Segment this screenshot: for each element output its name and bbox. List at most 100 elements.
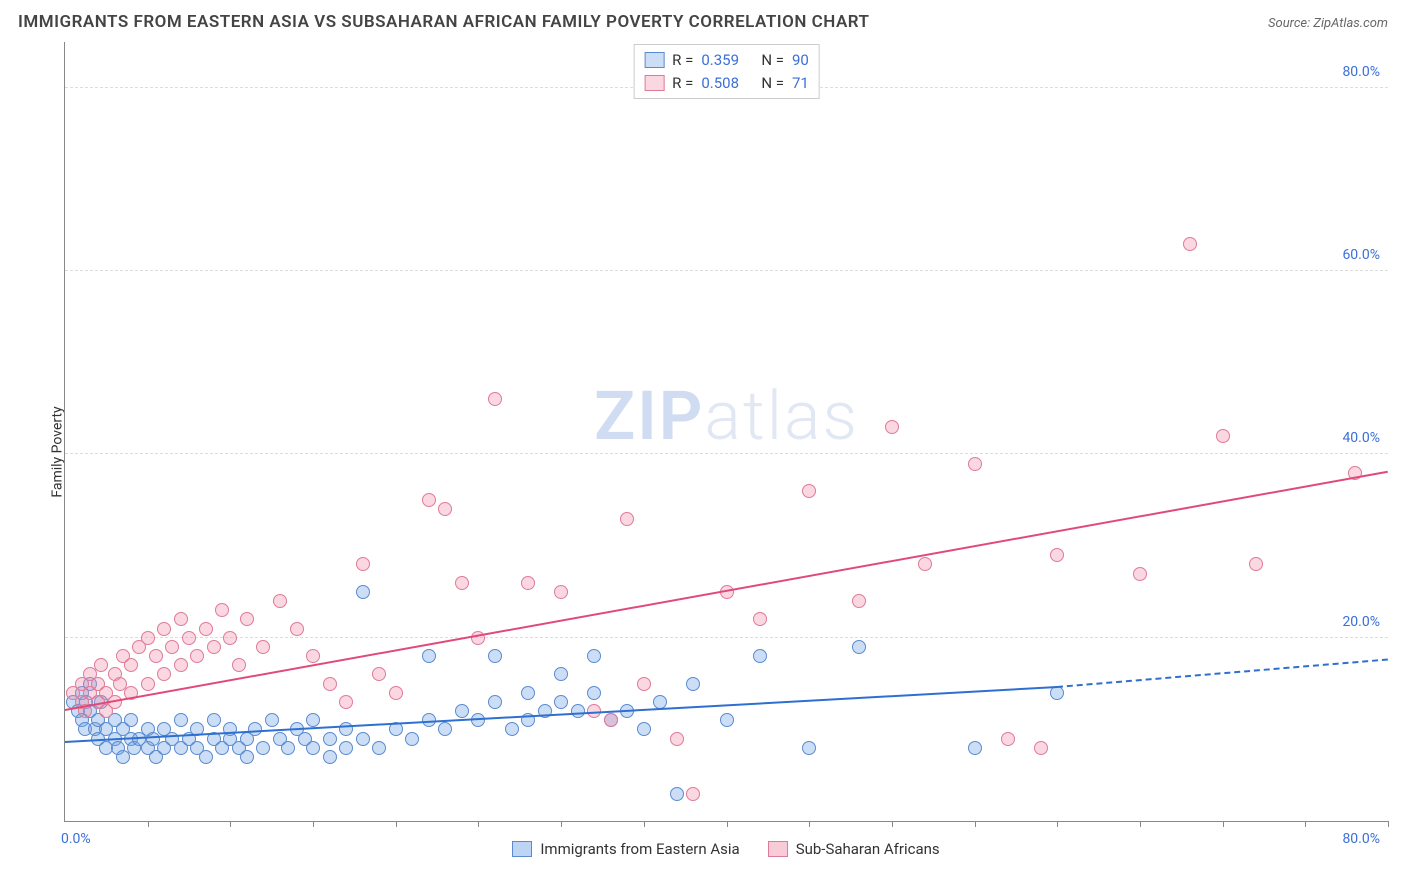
scatter-point bbox=[637, 722, 651, 736]
scatter-point bbox=[1249, 557, 1263, 571]
chart-source: Source: ZipAtlas.com bbox=[1268, 16, 1388, 31]
scatter-point bbox=[273, 594, 287, 608]
legend-r-label: R = bbox=[672, 49, 693, 72]
scatter-point bbox=[223, 722, 237, 736]
scatter-point bbox=[306, 713, 320, 727]
scatter-point bbox=[1050, 548, 1064, 562]
series-legend-item: Immigrants from Eastern Asia bbox=[512, 840, 739, 858]
scatter-point bbox=[968, 741, 982, 755]
chart-header: IMMIGRANTS FROM EASTERN ASIA VS SUBSAHAR… bbox=[0, 0, 1406, 38]
series-legend-item: Sub-Saharan Africans bbox=[768, 840, 940, 858]
scatter-point bbox=[1034, 741, 1048, 755]
scatter-point bbox=[149, 649, 163, 663]
x-tick-mark bbox=[1223, 821, 1224, 827]
x-tick-mark bbox=[478, 821, 479, 827]
scatter-point bbox=[323, 750, 337, 764]
y-tick-label: 80.0% bbox=[1342, 64, 1380, 80]
x-tick-mark bbox=[975, 821, 976, 827]
scatter-point bbox=[852, 640, 866, 654]
scatter-point bbox=[455, 576, 469, 590]
scatter-point bbox=[802, 484, 816, 498]
x-tick-mark bbox=[1305, 821, 1306, 827]
scatter-point bbox=[670, 787, 684, 801]
scatter-point bbox=[571, 704, 585, 718]
x-tick-mark bbox=[644, 821, 645, 827]
scatter-point bbox=[207, 713, 221, 727]
scatter-point bbox=[240, 750, 254, 764]
gridline bbox=[65, 270, 1388, 271]
scatter-point bbox=[488, 695, 502, 709]
plot-area: ZIPatlas R =0.359N =90R =0.508N =71 20.0… bbox=[64, 42, 1388, 822]
scatter-point bbox=[223, 631, 237, 645]
scatter-point bbox=[199, 750, 213, 764]
legend-n-label: N = bbox=[761, 49, 784, 72]
scatter-point bbox=[306, 649, 320, 663]
scatter-point bbox=[141, 631, 155, 645]
scatter-point bbox=[438, 722, 452, 736]
x-tick-mark bbox=[809, 821, 810, 827]
scatter-point bbox=[256, 640, 270, 654]
scatter-point bbox=[505, 722, 519, 736]
scatter-point bbox=[885, 420, 899, 434]
scatter-point bbox=[190, 649, 204, 663]
scatter-point bbox=[356, 732, 370, 746]
scatter-point bbox=[215, 603, 229, 617]
x-tick-mark bbox=[148, 821, 149, 827]
scatter-point bbox=[94, 658, 108, 672]
legend-n-value: 71 bbox=[792, 72, 809, 95]
correlation-legend-row: R =0.508N =71 bbox=[644, 72, 809, 95]
correlation-legend-row: R =0.359N =90 bbox=[644, 49, 809, 72]
scatter-point bbox=[240, 612, 254, 626]
scatter-point bbox=[604, 713, 618, 727]
scatter-point bbox=[174, 713, 188, 727]
scatter-point bbox=[356, 557, 370, 571]
scatter-point bbox=[670, 732, 684, 746]
legend-r-value: 0.359 bbox=[701, 49, 753, 72]
y-tick-label: 20.0% bbox=[1342, 614, 1380, 630]
scatter-point bbox=[720, 713, 734, 727]
x-tick-mark bbox=[396, 821, 397, 827]
scatter-point bbox=[587, 649, 601, 663]
series-legend-label: Immigrants from Eastern Asia bbox=[540, 840, 739, 858]
gridline bbox=[65, 637, 1388, 638]
x-tick-mark bbox=[1140, 821, 1141, 827]
scatter-point bbox=[174, 612, 188, 626]
scatter-point bbox=[753, 612, 767, 626]
legend-n-label: N = bbox=[761, 72, 784, 95]
x-tick-mark bbox=[892, 821, 893, 827]
watermark: ZIPatlas bbox=[594, 376, 859, 456]
scatter-point bbox=[1001, 732, 1015, 746]
scatter-point bbox=[323, 677, 337, 691]
scatter-point bbox=[124, 713, 138, 727]
scatter-point bbox=[802, 741, 816, 755]
scatter-point bbox=[141, 677, 155, 691]
scatter-point bbox=[1133, 567, 1147, 581]
x-tick-mark bbox=[1388, 821, 1389, 827]
scatter-point bbox=[521, 686, 535, 700]
scatter-point bbox=[323, 732, 337, 746]
scatter-point bbox=[554, 695, 568, 709]
scatter-point bbox=[968, 457, 982, 471]
legend-swatch bbox=[644, 52, 664, 68]
scatter-point bbox=[165, 640, 179, 654]
scatter-point bbox=[372, 667, 386, 681]
scatter-point bbox=[199, 622, 213, 636]
scatter-point bbox=[637, 677, 651, 691]
scatter-point bbox=[157, 667, 171, 681]
x-tick-mark bbox=[1057, 821, 1058, 827]
gridline bbox=[65, 453, 1388, 454]
scatter-point bbox=[620, 512, 634, 526]
scatter-point bbox=[281, 741, 295, 755]
scatter-point bbox=[157, 622, 171, 636]
scatter-point bbox=[1183, 237, 1197, 251]
scatter-point bbox=[521, 576, 535, 590]
scatter-point bbox=[207, 640, 221, 654]
scatter-point bbox=[389, 686, 403, 700]
scatter-point bbox=[124, 658, 138, 672]
legend-r-value: 0.508 bbox=[701, 72, 753, 95]
legend-swatch bbox=[512, 841, 532, 857]
chart-title: IMMIGRANTS FROM EASTERN ASIA VS SUBSAHAR… bbox=[18, 12, 870, 32]
correlation-legend: R =0.359N =90R =0.508N =71 bbox=[633, 44, 820, 99]
scatter-point bbox=[174, 658, 188, 672]
scatter-point bbox=[306, 741, 320, 755]
